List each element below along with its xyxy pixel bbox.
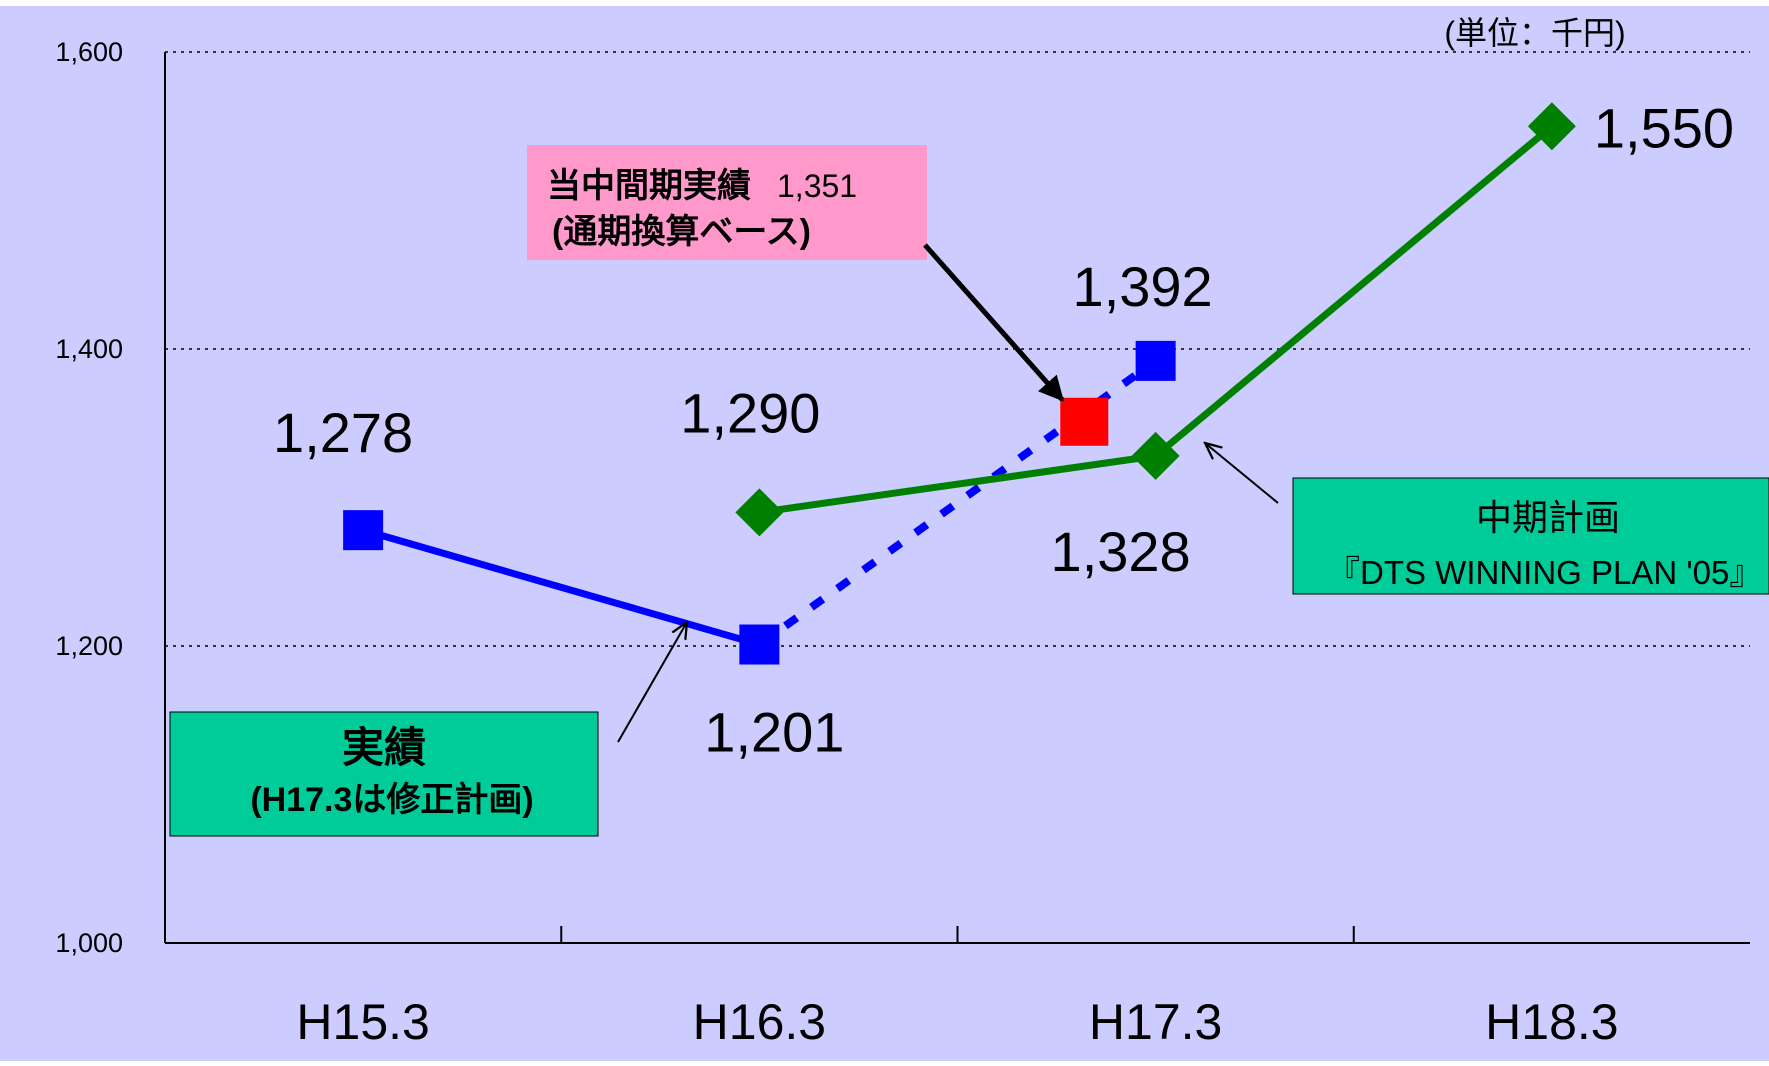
point-actual-H16.3: [739, 624, 780, 665]
data-label-1328: 1,328: [1051, 520, 1191, 583]
annotation-plan-subtitle: 『DTS WINNING PLAN '05』: [1327, 554, 1762, 591]
point-actual-H15.3: [343, 510, 384, 551]
point-interim-result: [1060, 397, 1109, 446]
y-tick-label: 1,600: [55, 37, 123, 67]
point-plan-H16.3: [735, 488, 784, 537]
annotation-actual-box: [169, 711, 599, 837]
annotation-interim-arrow: [923, 243, 1065, 402]
x-tick-label-H15.3: H15.3: [296, 994, 429, 1050]
data-label-1550: 1,550: [1594, 96, 1734, 159]
y-tick-label: 1,000: [55, 928, 123, 958]
x-tick-label-H16.3: H16.3: [693, 994, 826, 1050]
annotation-interim-subtitle: (通期換算ベース): [552, 213, 811, 251]
y-tick-label: 1,200: [55, 631, 123, 661]
data-label-1290: 1,290: [680, 381, 820, 444]
annotation-actual-title: 実績: [342, 724, 426, 771]
x-tick-label-H17.3: H17.3: [1089, 994, 1222, 1050]
annotation-plan-arrow: [1205, 443, 1279, 504]
annotation-actual-arrow: [617, 622, 687, 743]
annotation-interim-box: [527, 145, 927, 260]
annotation-plan-box: [1292, 477, 1769, 595]
point-plan-H18.3: [1527, 102, 1576, 151]
point-plan-H17.3: [1131, 431, 1180, 480]
y-tick-label: 1,400: [55, 334, 123, 364]
series-actual-segment-solid: [362, 526, 761, 648]
data-label-1201: 1,201: [704, 701, 844, 764]
data-label-1278: 1,278: [273, 401, 413, 464]
annotation-actual-subtitle: (H17.3は修正計画): [250, 781, 533, 819]
annotation-plan-title: 中期計画: [1476, 497, 1620, 538]
point-actual-H17.3: [1135, 340, 1176, 381]
annotation-interim-title: 当中間期実績 1,351: [547, 167, 857, 205]
x-tick-label-H18.3: H18.3: [1485, 994, 1618, 1050]
unit-label: (単位：千円): [1444, 15, 1625, 51]
data-label-1392: 1,392: [1073, 255, 1213, 318]
